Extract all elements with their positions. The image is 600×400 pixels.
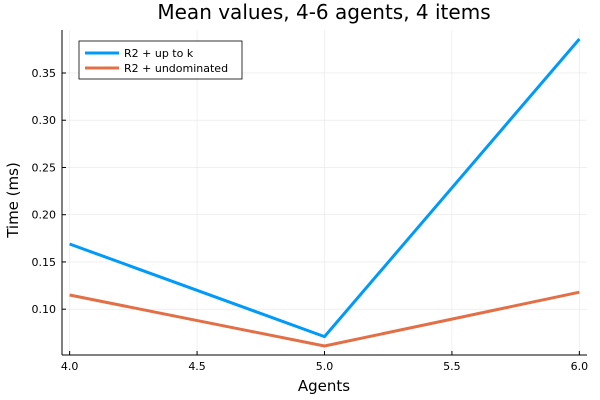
grid-lines: [62, 30, 587, 355]
legend-box: [78, 40, 243, 80]
y-tick-label: 0.20: [32, 209, 57, 222]
legend-label: R2 + up to k: [124, 47, 194, 60]
y-tick-label: 0.30: [32, 114, 57, 127]
x-tick-label: 4.5: [188, 360, 206, 373]
series-line-2: [69, 290, 580, 348]
x-tick-label: 6.0: [571, 360, 589, 373]
y-axis-ticks: 0.10 0.15 0.20 0.25 0.30 0.35: [32, 67, 66, 316]
x-tick-label: 4.0: [61, 360, 79, 373]
y-axis-title: Time (ms): [4, 162, 22, 239]
chart-title: Mean values, 4-6 agents, 4 items: [157, 0, 490, 24]
y-tick-label: 0.35: [32, 67, 57, 80]
x-axis-ticks: 4.0 4.5 5.0 5.5 6.0: [61, 351, 588, 373]
x-tick-label: 5.5: [443, 360, 461, 373]
series-lines: [69, 38, 581, 348]
series-line-1: [69, 38, 581, 339]
legend-label: R2 + undominated: [124, 62, 228, 75]
x-axis-title: Agents: [298, 377, 350, 395]
x-tick-label: 5.0: [316, 360, 334, 373]
y-tick-label: 0.15: [32, 256, 57, 269]
y-tick-label: 0.10: [32, 303, 57, 316]
y-tick-label: 0.25: [32, 161, 57, 174]
legend: R2 + up to k R2 + undominated: [78, 40, 243, 80]
